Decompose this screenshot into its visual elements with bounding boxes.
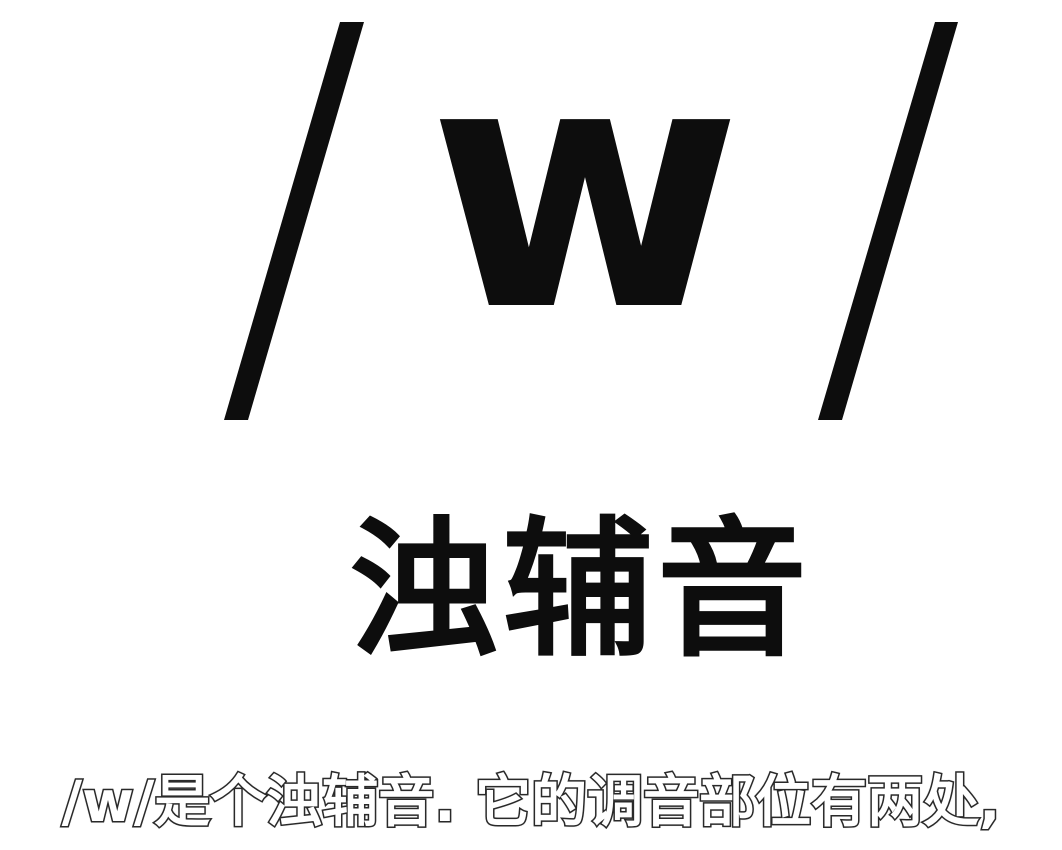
slash-marks [224,22,958,420]
phoneme-symbol: w [224,0,958,420]
right-slash [818,22,958,420]
phoneme-letter: w [427,0,743,386]
consonant-category-label: 浊辅音 [348,502,811,678]
left-slash [224,22,364,420]
subtitle-caption: /w/是个浊辅音. 它的调音部位有两处, [60,769,1002,837]
